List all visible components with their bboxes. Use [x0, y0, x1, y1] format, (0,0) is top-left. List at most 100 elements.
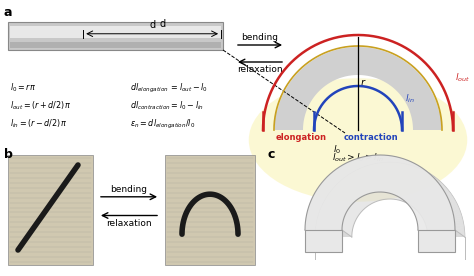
Polygon shape [451, 205, 461, 213]
Polygon shape [455, 224, 465, 232]
Polygon shape [447, 195, 456, 203]
Polygon shape [367, 156, 378, 163]
Polygon shape [374, 155, 384, 162]
Text: $l_{in}  = (r - d/2)\, \pi$: $l_{in} = (r - d/2)\, \pi$ [10, 118, 68, 131]
Polygon shape [359, 158, 370, 165]
Bar [10, 42, 221, 48]
Polygon shape [427, 172, 438, 179]
Polygon shape [453, 211, 463, 219]
Polygon shape [306, 215, 316, 223]
Polygon shape [348, 162, 359, 169]
Polygon shape [328, 176, 338, 183]
Polygon shape [360, 158, 371, 165]
Polygon shape [305, 226, 315, 234]
Polygon shape [309, 205, 319, 212]
Text: a: a [4, 6, 12, 19]
Polygon shape [418, 165, 428, 173]
Polygon shape [356, 159, 367, 166]
Bar [8, 155, 93, 265]
Polygon shape [448, 199, 458, 206]
Polygon shape [347, 162, 358, 169]
Polygon shape [310, 202, 320, 210]
Polygon shape [305, 228, 315, 235]
Polygon shape [451, 206, 461, 214]
Polygon shape [427, 171, 437, 179]
Polygon shape [399, 158, 410, 165]
Text: relaxation: relaxation [106, 219, 152, 227]
Polygon shape [343, 164, 353, 172]
Polygon shape [331, 172, 342, 180]
Polygon shape [315, 192, 325, 199]
Polygon shape [440, 185, 450, 192]
Polygon shape [452, 210, 462, 217]
Polygon shape [438, 183, 449, 191]
Polygon shape [315, 162, 465, 237]
Polygon shape [421, 168, 432, 175]
Polygon shape [361, 157, 372, 164]
Polygon shape [384, 155, 395, 162]
Polygon shape [310, 204, 319, 211]
Text: elongation: elongation [275, 133, 327, 142]
Polygon shape [305, 223, 315, 231]
Polygon shape [455, 228, 465, 235]
Polygon shape [454, 219, 464, 227]
Polygon shape [393, 156, 403, 163]
Text: bending: bending [110, 185, 147, 194]
Polygon shape [305, 224, 315, 232]
Polygon shape [425, 170, 436, 177]
Polygon shape [452, 208, 462, 215]
Polygon shape [308, 208, 318, 215]
Polygon shape [400, 158, 410, 165]
Polygon shape [387, 155, 398, 163]
Polygon shape [320, 184, 331, 192]
Polygon shape [394, 156, 405, 164]
Polygon shape [441, 186, 451, 193]
Polygon shape [398, 157, 409, 164]
Polygon shape [338, 168, 348, 175]
Polygon shape [452, 208, 462, 216]
Polygon shape [382, 155, 392, 162]
Polygon shape [453, 213, 463, 221]
Polygon shape [454, 218, 464, 226]
Polygon shape [351, 160, 362, 168]
Polygon shape [440, 185, 450, 193]
Polygon shape [305, 229, 315, 236]
Polygon shape [386, 155, 396, 162]
Polygon shape [363, 157, 374, 164]
Polygon shape [352, 160, 363, 168]
Polygon shape [445, 192, 455, 199]
Polygon shape [308, 209, 318, 217]
Bar [10, 26, 221, 38]
Polygon shape [372, 155, 383, 163]
Bar [275, 112, 303, 130]
Polygon shape [318, 187, 328, 195]
Polygon shape [314, 195, 324, 202]
Polygon shape [420, 167, 431, 174]
Polygon shape [318, 188, 328, 195]
Polygon shape [368, 156, 378, 163]
Polygon shape [344, 164, 355, 171]
Polygon shape [310, 203, 320, 211]
Polygon shape [306, 217, 316, 224]
Polygon shape [275, 47, 441, 130]
Polygon shape [415, 164, 426, 171]
Polygon shape [396, 157, 407, 164]
Text: r: r [361, 78, 365, 87]
Polygon shape [451, 207, 461, 214]
Text: $l_{out} > l_0 > l_{in}$: $l_{out} > l_0 > l_{in}$ [332, 151, 384, 163]
Polygon shape [311, 200, 321, 208]
Polygon shape [449, 201, 459, 209]
Polygon shape [452, 209, 462, 217]
Polygon shape [341, 166, 351, 173]
Polygon shape [422, 168, 432, 175]
Polygon shape [342, 165, 353, 172]
Polygon shape [311, 199, 321, 207]
Polygon shape [397, 157, 407, 164]
Polygon shape [337, 168, 347, 176]
Polygon shape [308, 208, 318, 216]
Polygon shape [333, 171, 343, 179]
Polygon shape [339, 166, 350, 174]
Polygon shape [441, 186, 451, 194]
Polygon shape [429, 174, 440, 181]
Polygon shape [365, 156, 375, 164]
